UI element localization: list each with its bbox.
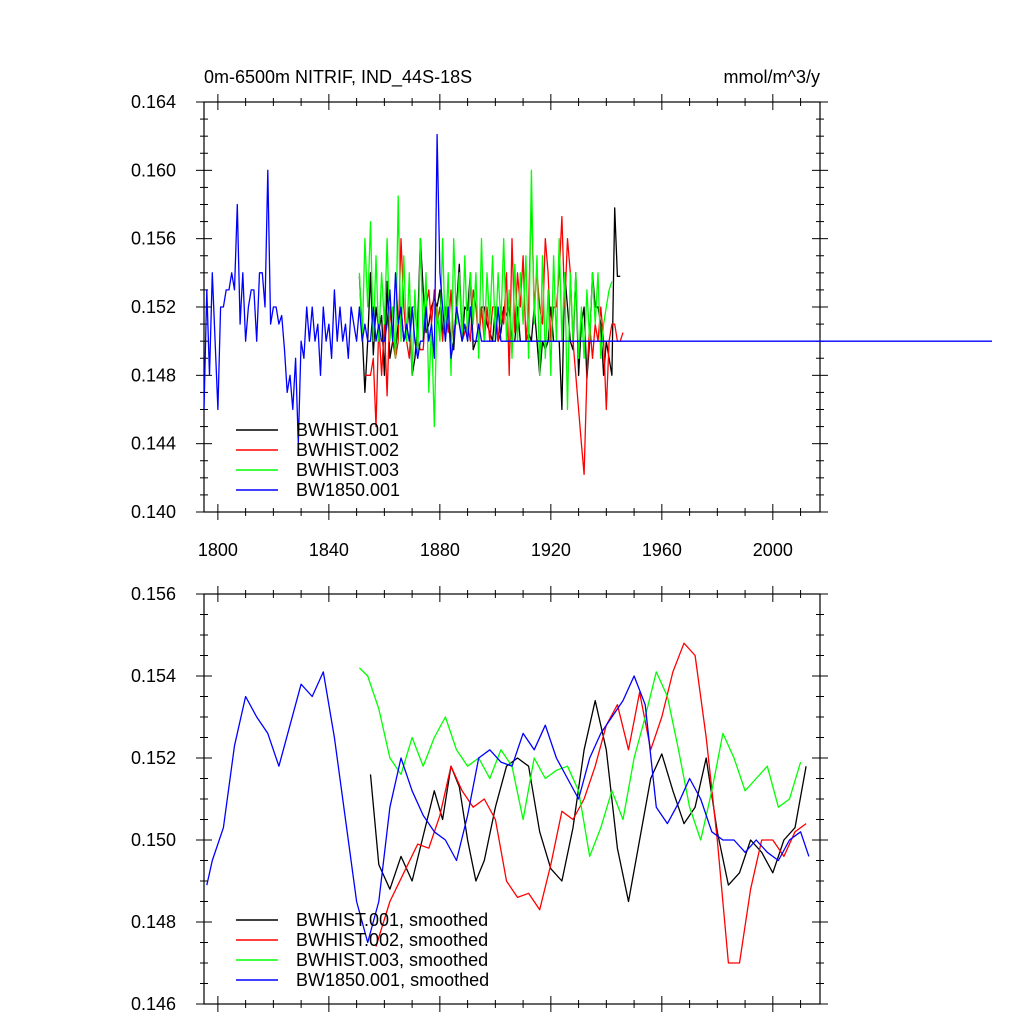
panel-smoothed: 0.146 0.148 0.150 0.152 0.154 0.156 BWHIST.001… [131, 584, 828, 1014]
series-line-bw1850-001-smoothed [206, 671, 810, 944]
y-tick-label: 0.164 [131, 92, 176, 112]
x-tick-label: 2000 [753, 540, 793, 560]
y-tick-label: 0.144 [131, 434, 176, 454]
legend-label: BWHIST.001, smoothed [296, 910, 488, 930]
y-tick-label: 0.148 [131, 365, 176, 385]
y-tick-label: 0.140 [131, 502, 176, 522]
panel-raw: 0m-6500m NITRIF, IND_44S-18S mmol/m^3/y … [131, 67, 992, 560]
x-tick-label: 1800 [198, 540, 238, 560]
y-tick-label: 0.152 [131, 297, 176, 317]
legend-label: BWHIST.002, smoothed [296, 930, 488, 950]
x-tick-label: 1840 [309, 540, 349, 560]
y-tick-label: 0.152 [131, 748, 176, 768]
legend-label: BW1850.001 [296, 480, 400, 500]
y-tick-label: 0.148 [131, 912, 176, 932]
series-line-bwhist-003-smoothed [358, 667, 802, 858]
y-tick-label: 0.150 [131, 830, 176, 850]
legend-label: BWHIST.003 [296, 460, 399, 480]
series-line-bwhist-003 [358, 169, 613, 428]
legend-label: BWHIST.003, smoothed [296, 950, 488, 970]
x-tick-label: 1920 [531, 540, 571, 560]
legend-label: BWHIST.002 [296, 440, 399, 460]
panel-raw-units: mmol/m^3/y [724, 67, 820, 87]
y-tick-label: 0.160 [131, 160, 176, 180]
legend-label: BWHIST.001 [296, 420, 399, 440]
y-tick-label: 0.156 [131, 229, 176, 249]
y-tick-label: 0.156 [131, 584, 176, 604]
y-tick-label: 0.146 [131, 994, 176, 1014]
legend-label: BW1850.001, smoothed [296, 970, 489, 990]
y-tick-label: 0.154 [131, 666, 176, 686]
chart-raw: 1800 1840 1880 1920 1960 2000 0.140 0.144 0.148 0… [131, 92, 992, 560]
x-tick-label: 1960 [642, 540, 682, 560]
x-tick-label: 1880 [420, 540, 460, 560]
series-line-bw1850-001 [203, 133, 992, 445]
series-line-bwhist-002-smoothed [375, 642, 807, 964]
series-line-bwhist-001-smoothed [369, 699, 807, 903]
chart-smoothed: 0.146 0.148 0.150 0.152 0.154 0.156 BWHIST.001… [131, 584, 828, 1014]
panel-raw-title: 0m-6500m NITRIF, IND_44S-18S [204, 67, 472, 88]
